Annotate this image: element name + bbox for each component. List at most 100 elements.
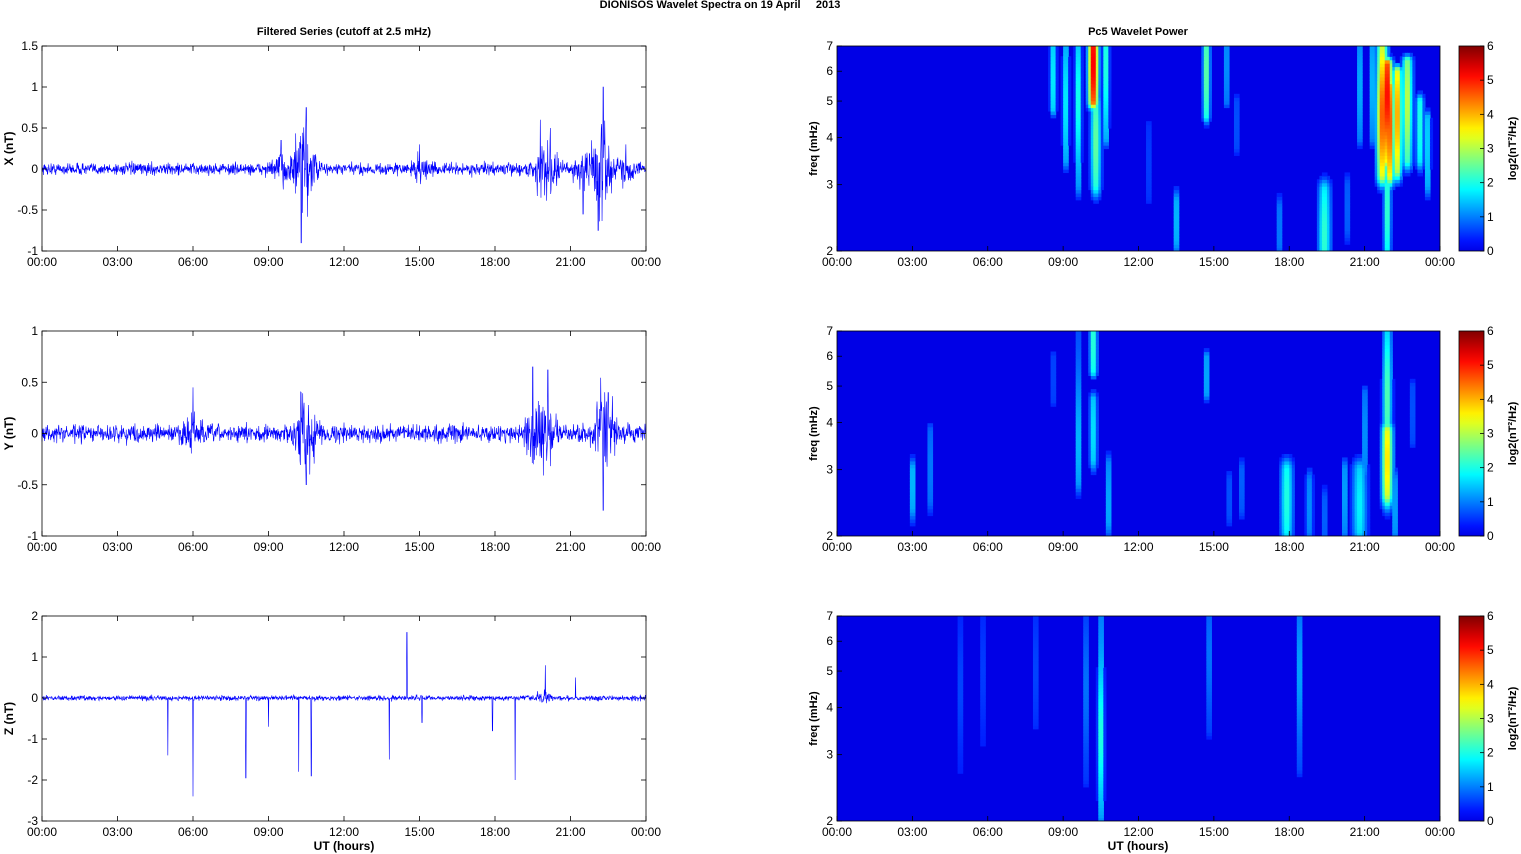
z-wavelet-heatmap-cell [960, 760, 963, 764]
x-wavelet-heatmap-cell [1360, 60, 1363, 64]
x-wavelet-heatmap-cell [1430, 152, 1433, 156]
x-wavelet-heatmap-cell [1360, 97, 1363, 101]
x-wavelet-heatmap-cell [1209, 67, 1212, 71]
x-wavelet-heatmap-cell [1279, 213, 1282, 217]
x-wavelet-heatmap-cell [1108, 121, 1111, 125]
x-series-x-tick-label: 15:00 [404, 255, 434, 269]
y-wavelet-heatmap-cell [1412, 396, 1415, 400]
x-wavelet-heatmap-cell [1236, 94, 1239, 98]
y-wavelet-y-tick-label: 2 [826, 529, 833, 543]
x-wavelet-heatmap-cell [1209, 56, 1212, 60]
x-wavelet-heatmap-cell [1329, 203, 1332, 207]
z-wavelet-heatmap-cell [1103, 708, 1106, 712]
z-wavelet-heatmap-cell [1086, 732, 1089, 736]
z-wavelet-heatmap-cell [1035, 671, 1038, 675]
y-wavelet-heatmap-cell [1108, 485, 1111, 489]
z-wavelet-heatmap-cell [983, 712, 986, 716]
z-series-x-tick-label: 15:00 [404, 825, 434, 839]
y-wavelet-heatmap-cell [1312, 529, 1315, 533]
z-wavelet-heatmap-cell [1035, 722, 1038, 726]
x-wavelet-heatmap-cell [1149, 169, 1152, 173]
x-wavelet-heatmap-cell [1176, 213, 1179, 217]
x-wavelet-heatmap-cell [1081, 108, 1084, 112]
z-wavelet-heatmap-cell [1035, 678, 1038, 682]
y-wavelet-heatmap-cell [1292, 529, 1295, 533]
y-wavelet-heatmap-cell [1395, 485, 1398, 489]
y-wavelet-colorbar-tick-label: 3 [1487, 427, 1494, 441]
x-wavelet-heatmap-cell [1066, 169, 1069, 173]
z-series-x-tick-label: 18:00 [480, 825, 510, 839]
x-wavelet-heatmap-cell [1068, 101, 1071, 105]
z-wavelet-heatmap-cell [1086, 671, 1089, 675]
y-wavelet-heatmap-cell [1242, 516, 1245, 520]
z-wavelet-heatmap-cell [1086, 701, 1089, 705]
x-wavelet-heatmap-cell [1279, 220, 1282, 224]
z-wavelet-heatmap-cell [960, 667, 963, 671]
z-wavelet-heatmap-cell [1101, 657, 1104, 661]
y-wavelet-heatmap-cell [1412, 379, 1415, 383]
y-wavelet-heatmap-cell [1206, 365, 1209, 369]
y-wavelet-heatmap-cell [1392, 403, 1395, 407]
y-wavelet-heatmap-cell [1078, 434, 1081, 438]
y-wavelet-heatmap-cell [1053, 375, 1056, 379]
z-wavelet-heatmap-cell [1035, 647, 1038, 651]
x-wavelet-heatmap-cell [1081, 128, 1084, 132]
z-wavelet-x-tick-label: 09:00 [1048, 825, 1078, 839]
y-wavelet-y-tick-label: 7 [826, 324, 833, 338]
y-wavelet-heatmap-cell [1390, 345, 1393, 349]
x-wavelet-heatmap-cell [1226, 87, 1229, 91]
x-wavelet-heatmap-cell [1056, 49, 1059, 53]
z-wavelet-colorbar-tick-label: 1 [1487, 780, 1494, 794]
z-wavelet-heatmap-cell [960, 650, 963, 654]
x-wavelet-heatmap-cell [1236, 149, 1239, 153]
y-wavelet-heatmap-cell [1078, 427, 1081, 431]
y-wavelet-heatmap-cell [1078, 393, 1081, 397]
x-wavelet-heatmap-cell [1068, 111, 1071, 115]
y-wavelet-heatmap-cell [930, 485, 933, 489]
y-wavelet-heatmap-cell [1053, 352, 1056, 356]
y-series-x-tick-label: 09:00 [253, 540, 283, 554]
y-wavelet-heatmap-cell [1206, 348, 1209, 352]
x-wavelet-heatmap-cell [1279, 244, 1282, 248]
z-series-x-tick-label: 06:00 [178, 825, 208, 839]
y-wavelet-heatmap-cell [1078, 495, 1081, 499]
x-wavelet-heatmap-cell [1101, 159, 1104, 163]
z-wavelet-heatmap-cell [1299, 722, 1302, 726]
z-wavelet-heatmap-cell [1086, 712, 1089, 716]
y-wavelet-heatmap-cell [912, 505, 915, 509]
x-wavelet-heatmap-cell [1149, 121, 1152, 125]
x-wavelet-heatmap-cell [1081, 138, 1084, 142]
x-wavelet-colorbar-tick-label: 0 [1487, 244, 1494, 258]
y-wavelet-heatmap-cell [1312, 519, 1315, 523]
y-wavelet-heatmap-cell [1367, 516, 1370, 520]
z-wavelet-heatmap-cell [960, 619, 963, 623]
y-wavelet-heatmap-cell [1206, 375, 1209, 379]
x-series-x-tick-label: 00:00 [631, 255, 661, 269]
y-wavelet-heatmap-cell [1078, 478, 1081, 482]
y-wavelet-heatmap-cell [1078, 352, 1081, 356]
y-wavelet-heatmap-cell [1229, 516, 1232, 520]
z-series-x-tick-label: 03:00 [102, 825, 132, 839]
y-wavelet-heatmap-cell [1229, 478, 1232, 482]
y-wavelet-heatmap-cell [1412, 382, 1415, 386]
y-wavelet-heatmap-cell [912, 485, 915, 489]
x-wavelet-heatmap-cell [1068, 80, 1071, 84]
y-wavelet-heatmap-cell [1242, 488, 1245, 492]
y-wavelet-heatmap-cell [930, 505, 933, 509]
z-wavelet-x-tick-label: 00:00 [1425, 825, 1455, 839]
z-wavelet-heatmap-cell [1299, 712, 1302, 716]
y-wavelet-heatmap-cell [1412, 393, 1415, 397]
z-wavelet-y-tick-label: 4 [826, 701, 833, 715]
y-wavelet-heatmap-cell [1387, 516, 1390, 520]
z-wavelet-heatmap-cell [1299, 681, 1302, 685]
z-wavelet-heatmap-cell [1103, 763, 1106, 767]
y-wavelet-heatmap-cell [1324, 488, 1327, 492]
y-wavelet-heatmap-cell [1367, 475, 1370, 479]
y-wavelet-heatmap-cell [1096, 403, 1099, 407]
z-wavelet-heatmap-cell [1299, 708, 1302, 712]
y-wavelet-heatmap-cell [1345, 468, 1348, 472]
z-wavelet-heatmap-cell [983, 660, 986, 664]
y-wavelet-heatmap-cell [1078, 403, 1081, 407]
y-wavelet-heatmap-cell [1292, 457, 1295, 461]
